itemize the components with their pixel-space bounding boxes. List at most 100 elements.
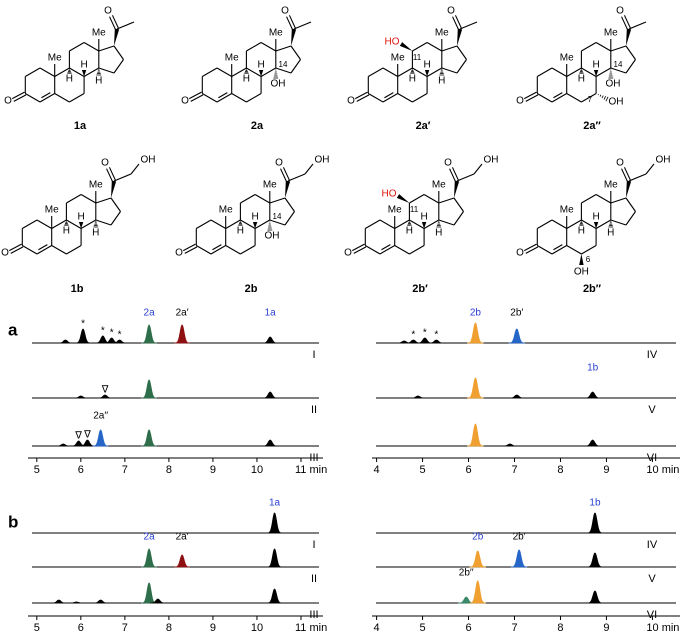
- atom-label: HO: [385, 37, 400, 48]
- trace-label: I: [312, 539, 315, 551]
- atom-label: O: [516, 248, 524, 259]
- bond: [456, 59, 467, 74]
- compound-label: 2a′: [416, 120, 431, 132]
- peak-label: 2a′: [176, 532, 189, 543]
- bond: [379, 219, 395, 229]
- bond: [293, 21, 312, 30]
- peak-label: *: [411, 330, 415, 341]
- bond: [304, 163, 314, 175]
- peak: [467, 322, 484, 344]
- wedge-bond: [81, 70, 87, 77]
- wedge-bond: [114, 28, 120, 46]
- atom-mask: [73, 212, 90, 222]
- atom-label: Me: [388, 205, 402, 216]
- bond: [260, 67, 277, 77]
- bond: [36, 245, 52, 255]
- bond: [284, 197, 295, 212]
- peak-label: *: [118, 330, 122, 341]
- bond: [83, 42, 100, 52]
- bond: [196, 219, 212, 229]
- bond: [384, 92, 394, 99]
- bond: [275, 45, 292, 52]
- bond: [216, 93, 232, 103]
- x-tick-label: 6: [78, 622, 84, 634]
- atom-label: O: [4, 96, 12, 107]
- bond: [595, 42, 612, 52]
- peak-label: 1a: [265, 308, 277, 319]
- bond: [269, 219, 286, 226]
- peak: [467, 377, 484, 399]
- bond: [625, 211, 636, 226]
- peak: [174, 554, 191, 568]
- x-tick-label: 5: [420, 464, 426, 476]
- bond: [240, 219, 256, 229]
- atom-label: OH: [606, 79, 621, 90]
- bond: [537, 245, 553, 255]
- bond: [260, 42, 277, 52]
- peak: [262, 336, 279, 344]
- bond: [246, 93, 262, 103]
- bond: [394, 245, 410, 255]
- peak: [586, 590, 604, 604]
- peak-label: 2b: [472, 532, 484, 543]
- bond: [51, 219, 67, 229]
- atom-label: O: [181, 96, 189, 107]
- atom-label: Me: [92, 28, 106, 39]
- bond: [566, 245, 582, 255]
- wedge-bond: [285, 180, 291, 198]
- atom-label: Me: [432, 180, 446, 191]
- bond: [25, 93, 41, 103]
- bond: [351, 243, 365, 252]
- bond: [11, 91, 25, 100]
- bond: [409, 245, 425, 255]
- bond: [288, 15, 296, 29]
- atom-label: O: [101, 158, 109, 169]
- bond: [113, 59, 124, 74]
- bond: [456, 173, 475, 182]
- bond: [225, 245, 241, 255]
- bond: [254, 194, 271, 204]
- wedge-bond: [291, 28, 297, 46]
- peak-label: 2a: [144, 308, 156, 319]
- peak: [50, 599, 67, 604]
- atom-label: O: [616, 6, 624, 17]
- bond: [54, 93, 70, 103]
- x-tick-label: 11 min: [295, 622, 327, 634]
- peak: [266, 548, 283, 568]
- compound-label: 1b: [71, 283, 84, 295]
- hash-bond: [599, 94, 602, 97]
- peak-label: ∇: [83, 430, 91, 441]
- peak: [57, 339, 74, 344]
- bond: [595, 67, 612, 77]
- wedge-bond: [454, 180, 460, 198]
- atom-label: OH: [141, 155, 156, 166]
- bond: [566, 93, 582, 103]
- bond: [41, 92, 51, 99]
- atom-label: O: [516, 96, 524, 107]
- atom-label: Me: [391, 53, 405, 64]
- peak: [97, 394, 113, 399]
- peak-label: ∇: [74, 431, 82, 442]
- bond: [286, 16, 294, 30]
- atom-label: H: [592, 60, 599, 71]
- bond: [551, 93, 567, 103]
- bond: [80, 194, 97, 204]
- atom-mask: [58, 226, 75, 236]
- peak: [510, 549, 528, 568]
- atom-mask: [232, 226, 249, 236]
- atom-label: OH: [656, 155, 671, 166]
- x-tick-label: 7: [122, 464, 128, 476]
- bond: [95, 219, 112, 226]
- bond: [553, 244, 563, 251]
- bond: [394, 219, 410, 229]
- x-tick-label: 8: [166, 622, 172, 634]
- atom-label: Me: [219, 205, 233, 216]
- bond: [284, 211, 295, 226]
- trace-label: III: [309, 609, 318, 621]
- atom-label: H: [92, 228, 99, 239]
- x-tick-label: 6: [465, 622, 471, 634]
- x-tick-label: 7: [122, 622, 128, 634]
- atom-label: Me: [263, 180, 277, 191]
